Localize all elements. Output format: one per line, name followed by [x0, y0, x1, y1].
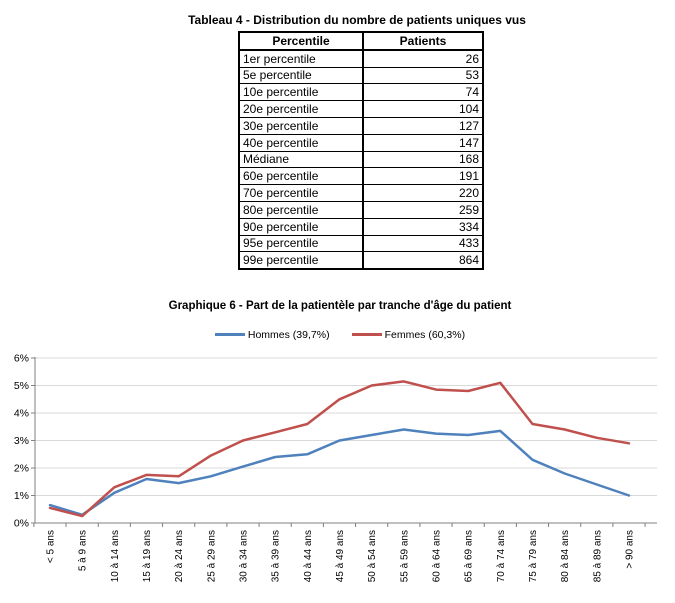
- chart-title: Graphique 6 - Part de la patientèle par …: [168, 300, 512, 312]
- patients-cell: 104: [362, 100, 484, 118]
- table-row: 80e percentile 259: [238, 200, 484, 219]
- patients-cell: 127: [362, 116, 484, 135]
- percentile-cell: 95e percentile: [238, 234, 364, 253]
- y-axis-label: 3%: [14, 435, 29, 447]
- percentile-cell: 70e percentile: [238, 184, 364, 202]
- table-row: 70e percentile 220: [238, 184, 484, 202]
- patients-cell: 74: [362, 83, 484, 102]
- patients-cell: 259: [362, 200, 484, 219]
- x-axis-label: 55 à 59 ans: [399, 530, 410, 582]
- femmes-line-swatch: [351, 333, 382, 336]
- x-axis-label: 30 à 34 ans: [239, 530, 250, 582]
- table-header-row: Percentile Patients: [238, 31, 484, 51]
- patients-cell: 220: [362, 184, 484, 202]
- patients-cell: 433: [362, 234, 484, 253]
- table-row: 10e percentile 74: [238, 83, 484, 102]
- chart-legend: Hommes (39,7%) Femmes (60,3%): [8, 327, 672, 342]
- y-axis-label: 1%: [14, 490, 29, 502]
- patients-cell: 147: [362, 133, 484, 152]
- x-axis-label: < 5 ans: [46, 530, 57, 563]
- x-axis-label: 75 à 79 ans: [528, 530, 539, 582]
- x-axis-label: 40 à 44 ans: [303, 530, 314, 582]
- table-row: 1er percentile 26: [238, 49, 484, 68]
- x-axis-label: 5 à 9 ans: [78, 530, 89, 571]
- x-axis-label: 50 à 54 ans: [367, 530, 378, 582]
- x-axis-label: 15 à 19 ans: [142, 530, 153, 582]
- legend-entry-femmes: Femmes (60,3%): [351, 328, 466, 341]
- femmes-series-line: [48, 380, 631, 518]
- percentile-cell: Médiane: [238, 150, 364, 169]
- percentile-table: Percentile Patients 1er percentile 26 5e p…: [238, 31, 484, 271]
- x-axis-label: 80 à 84 ans: [560, 530, 571, 582]
- x-axis-label: 60 à 64 ans: [432, 530, 443, 582]
- table-row: 90e percentile 334: [238, 217, 484, 236]
- hommes-line-swatch: [214, 333, 245, 336]
- legend-entry-hommes: Hommes (39,7%): [214, 328, 330, 341]
- legend-label-hommes: Hommes (39,7%): [247, 328, 330, 341]
- table-row: 5e percentile 53: [238, 66, 484, 85]
- x-axis-label: 85 à 89 ans: [592, 530, 603, 582]
- table-row: 95e percentile 433: [238, 234, 484, 253]
- table-row: 40e percentile 147: [238, 133, 484, 152]
- percentile-cell: 30e percentile: [238, 116, 364, 135]
- table-row: 30e percentile 127: [238, 116, 484, 135]
- x-axis-label: 65 à 69 ans: [464, 530, 475, 582]
- percentile-cell: 1er percentile: [238, 49, 364, 68]
- y-axis-label: 0%: [14, 518, 29, 530]
- table-row: 20e percentile 104: [238, 100, 484, 118]
- table-row: 60e percentile 191: [238, 167, 484, 186]
- x-axis-label: 45 à 49 ans: [335, 530, 346, 582]
- patients-cell: 191: [362, 167, 484, 186]
- x-axis-label: 20 à 24 ans: [174, 530, 185, 582]
- percentile-table-body: 1er percentile 26 5e percentile 53 10e perce…: [238, 49, 484, 270]
- percentile-table-header: Percentile Patients: [238, 31, 484, 51]
- patients-cell: 864: [362, 251, 484, 270]
- percentile-cell: 90e percentile: [238, 217, 364, 236]
- y-axis-label: 5%: [14, 380, 29, 392]
- percentile-cell: 20e percentile: [238, 100, 364, 118]
- percentile-cell: 80e percentile: [238, 200, 364, 219]
- percentile-cell: 99e percentile: [238, 251, 364, 270]
- percentile-cell: 60e percentile: [238, 167, 364, 186]
- patients-cell: 168: [362, 150, 484, 169]
- y-axis-label: 2%: [14, 463, 29, 475]
- patients-cell: 26: [362, 49, 484, 68]
- x-axis-label: 25 à 29 ans: [206, 530, 217, 582]
- percentile-cell: 40e percentile: [238, 133, 364, 152]
- table-row: 99e percentile 864: [238, 251, 484, 270]
- column-header-patients: Patients: [362, 31, 484, 51]
- percentile-cell: 5e percentile: [238, 66, 364, 85]
- y-axis-label: 6%: [14, 353, 29, 365]
- patients-cell: 53: [362, 66, 484, 85]
- patients-cell: 334: [362, 217, 484, 236]
- percentile-cell: 10e percentile: [238, 83, 364, 102]
- hommes-series-line: [48, 428, 631, 517]
- y-axis-label: 4%: [14, 408, 29, 420]
- x-axis-label: 10 à 14 ans: [110, 530, 121, 582]
- x-axis-label: 35 à 39 ans: [271, 530, 282, 582]
- table-title: Tableau 4 - Distribution du nombre de pa…: [188, 13, 526, 27]
- age-distribution-line-chart: 0% 1% 2% 3% 4% 5% 6% < 5 ans 5 à 9 ans 10 à 14 an…: [14, 353, 657, 582]
- table-row: Médiane 168: [238, 150, 484, 169]
- x-axis-label: 70 à 74 ans: [496, 530, 507, 582]
- column-header-percentile: Percentile: [238, 31, 364, 51]
- x-axis-label: > 90 ans: [625, 530, 636, 569]
- legend-label-femmes: Femmes (60,3%): [384, 328, 466, 341]
